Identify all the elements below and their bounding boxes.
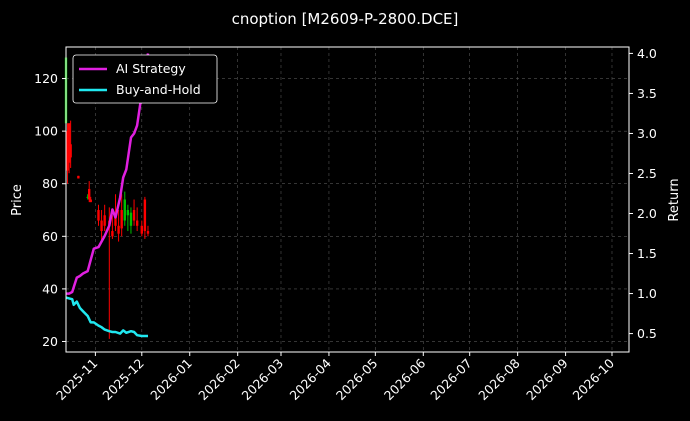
return-lines [65,53,150,338]
y-tick-label: 80 [42,176,58,191]
candle-body [88,188,91,200]
y2-tick-label: 2.0 [637,206,657,221]
y-tick-label: 100 [34,124,58,139]
y-tick-label: 60 [42,229,58,244]
candle-body [66,131,69,171]
candle-body [97,210,100,221]
candle-body [123,199,126,221]
chart-title: cnoption [M2609-P-2800.DCE] [232,10,459,28]
y2-tick-label: 1.5 [637,246,657,261]
buy-and-hold-line [65,296,148,338]
y-tick-label: 20 [42,334,58,349]
left-axis-ticks: 20 40 60 80 100 120 [34,71,66,349]
y2-axis-label: Return [667,178,682,221]
legend-label-ai: AI Strategy [116,61,186,76]
candle-body [111,231,114,237]
candle-body [140,225,143,234]
candle-body [120,210,123,229]
y2-tick-label: 4.0 [637,46,657,61]
ai-strategy-line [66,53,150,295]
candle-body [77,175,80,179]
candle-body [146,231,150,234]
candle-body [135,220,139,226]
y-axis-label: Price [10,184,25,216]
plot-frame [65,46,630,353]
candle-body [103,215,106,226]
legend-label-buyhold: Buy-and-Hold [116,82,201,97]
y-tick-label: 120 [34,71,58,86]
y2-tick-label: 3.0 [637,126,657,141]
y2-tick-label: 2.5 [637,166,657,181]
candle-body [143,199,147,232]
candle-body [67,123,71,163]
y-tick-label: 40 [42,281,58,296]
right-axis-ticks: 0.5 1.0 1.5 2.0 2.5 3.0 3.5 4.0 [629,46,657,341]
y2-tick-label: 1.0 [637,286,657,301]
candle-body [69,144,72,158]
candle-body [86,196,89,198]
candle-body [114,215,117,226]
y2-tick-label: 0.5 [637,326,657,341]
legend: AI Strategy Buy-and-Hold [72,54,218,104]
candle-body [129,212,133,226]
candle-body [126,210,130,216]
candle-body [100,220,103,232]
y2-tick-label: 3.5 [637,86,657,101]
candle-body [132,210,136,221]
legend-box [72,54,218,104]
candle-body [117,225,120,234]
candle-body [89,199,92,203]
